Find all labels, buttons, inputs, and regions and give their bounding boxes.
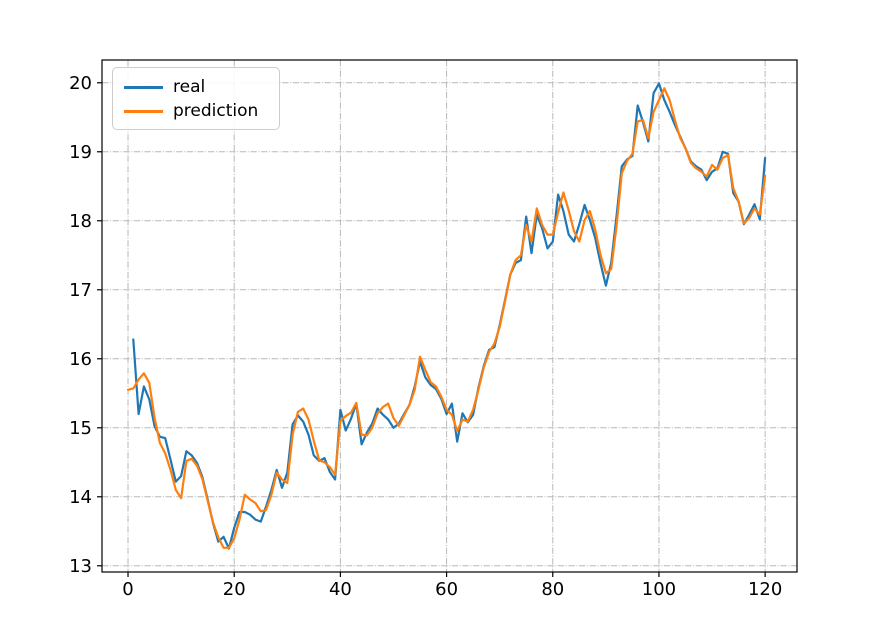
y-tick-label: 19 xyxy=(69,142,92,163)
series-line-real xyxy=(132,82,767,550)
axes-spines xyxy=(101,59,798,573)
y-tick-label: 15 xyxy=(69,418,92,439)
y-tick-label: 16 xyxy=(69,349,92,370)
series-line-prediction xyxy=(126,87,767,549)
legend-label-real: real xyxy=(173,76,206,97)
x-tick-label: 40 xyxy=(329,579,352,600)
legend-swatch-prediction-line xyxy=(124,109,163,113)
legend-entry-prediction: prediction xyxy=(124,99,269,123)
y-tick-label: 14 xyxy=(69,487,92,508)
y-tick-label: 20 xyxy=(69,73,92,94)
legend-label-prediction: prediction xyxy=(173,100,259,121)
y-tick-label: 18 xyxy=(69,211,92,232)
x-tick-label: 0 xyxy=(122,579,133,600)
legend-box: real prediction xyxy=(112,67,280,130)
legend-swatch-real-line xyxy=(124,85,163,89)
y-tick-label: 13 xyxy=(69,556,92,577)
x-tick-label: 120 xyxy=(748,579,782,600)
legend-entry-real: real xyxy=(124,75,269,99)
x-tick-label: 100 xyxy=(642,579,676,600)
x-tick-label: 60 xyxy=(435,579,458,600)
x-tick-label: 80 xyxy=(541,579,564,600)
y-tick-label: 17 xyxy=(69,280,92,301)
x-tick-label: 20 xyxy=(223,579,246,600)
